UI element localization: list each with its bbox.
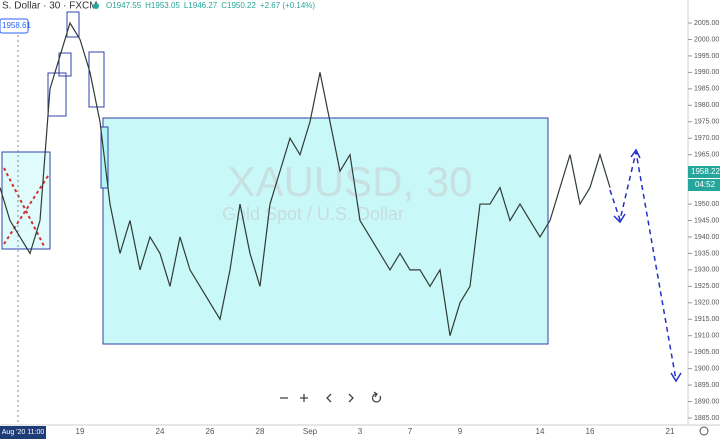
y-tick-label: 1995.00	[694, 53, 719, 60]
axes: 1885.00 1890.00 1895.00 1900.00 1905.00 1910.…	[0, 20, 719, 439]
cross	[3, 167, 49, 247]
y-tick-label: 2000.00	[694, 36, 719, 43]
y-tick-label: 1985.00	[694, 86, 719, 93]
ohlc-item: +2.67 (+0.14%)	[260, 1, 315, 10]
box	[66, 11, 80, 38]
scroll-left[interactable]	[326, 393, 332, 403]
drawings	[1, 11, 682, 425]
x-tick-label: 26	[206, 427, 215, 436]
y-tick-label: 1910.00	[694, 333, 719, 340]
reset[interactable]	[371, 391, 382, 403]
x-tick-label: 21	[666, 427, 675, 436]
x-tick-label: 28	[256, 427, 265, 436]
y-tick-label: 1950.00	[694, 201, 719, 208]
watermark-sub: Gold Spot / U.S. Dollar	[222, 204, 404, 224]
y-tick-label: 1990.00	[694, 69, 719, 76]
x-tick-label: Aug '20 11:00	[2, 429, 45, 436]
zoom-in[interactable]	[300, 394, 308, 402]
price-tag	[688, 166, 720, 178]
x-tick-label: 7	[408, 427, 413, 436]
box	[47, 72, 67, 117]
y-tick-label: 1915.00	[694, 316, 719, 323]
ohlc-item: L1946.27	[184, 1, 218, 10]
watermark: XAUUSD, 30	[227, 158, 472, 205]
box	[102, 117, 549, 345]
x-tick-label: Sep	[303, 427, 318, 436]
symbol: S. Dollar · 30 · FXCM	[2, 1, 98, 12]
y-tick-label: 1935.00	[694, 250, 719, 257]
y-tick-label: 1895.00	[694, 382, 719, 389]
y-tick-label: 1920.00	[694, 300, 719, 307]
countdown: 04:52	[695, 180, 716, 189]
y-tick-label: 2005.00	[694, 20, 719, 27]
y-tick-label: 1930.00	[694, 267, 719, 274]
crosshair-box	[0, 18, 29, 34]
status-dot	[93, 3, 99, 9]
settings[interactable]	[699, 426, 709, 436]
countdown-tag	[688, 179, 720, 191]
y-tick-label: 1890.00	[694, 398, 719, 405]
box	[1, 151, 51, 250]
y-tick-label: 1925.00	[694, 283, 719, 290]
y-tick-label: 1940.00	[694, 234, 719, 241]
x-tick-label: 16	[586, 427, 595, 436]
y-tick-label: 1965.00	[694, 152, 719, 159]
ohlc-item: O1947.55	[106, 1, 142, 10]
y-tick-label: 1885.00	[694, 415, 719, 422]
ohlc-legend: O1947.55 H1953.05 L1946.27 C1950.22 +2.67 (+…	[106, 1, 315, 10]
y-tick-label: 1980.00	[694, 102, 719, 109]
toolbar[interactable]	[280, 391, 382, 403]
last-price: 1958.22	[691, 167, 720, 176]
x-tick-label: 24	[156, 427, 165, 436]
plot	[0, 21, 611, 336]
y-tick-label: 1945.00	[694, 217, 719, 224]
crosshair-price: 1958.61	[2, 21, 31, 30]
x-tick-label: 14	[536, 427, 545, 436]
box	[58, 52, 72, 77]
projection-arrow	[609, 151, 677, 381]
y-tick-label: 1900.00	[694, 365, 719, 372]
arrowhead	[613, 148, 682, 383]
y-tick-label: 1970.00	[694, 135, 719, 142]
price-line	[0, 21, 611, 336]
x-tick-label: 9	[458, 427, 463, 436]
y-tick-label: 1905.00	[694, 349, 719, 356]
y-tick-label: 1975.00	[694, 119, 719, 126]
x-tick-highlight	[0, 426, 46, 439]
ohlc-item: C1950.22	[221, 1, 256, 10]
scroll-right[interactable]	[348, 393, 354, 403]
x-tick-label: 19	[76, 427, 85, 436]
x-tick-label: 3	[358, 427, 363, 436]
ohlc-item: H1953.05	[145, 1, 180, 10]
